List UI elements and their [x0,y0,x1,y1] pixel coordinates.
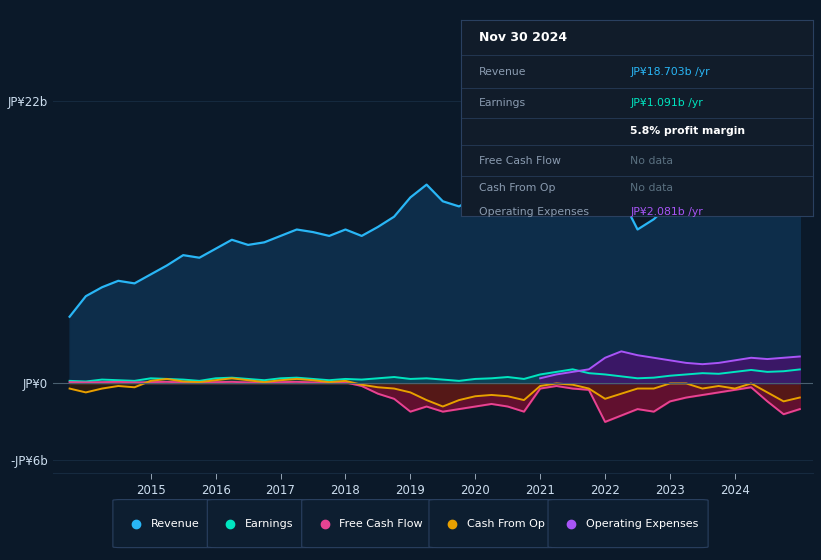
Text: Free Cash Flow: Free Cash Flow [340,519,423,529]
Text: JP¥2.081b /yr: JP¥2.081b /yr [630,207,703,217]
FancyBboxPatch shape [429,500,557,548]
Text: Cash From Op: Cash From Op [466,519,544,529]
Text: Earnings: Earnings [479,98,526,108]
Text: No data: No data [630,183,673,193]
Text: Cash From Op: Cash From Op [479,183,556,193]
FancyBboxPatch shape [112,500,215,548]
Text: JP¥18.703b /yr: JP¥18.703b /yr [630,67,709,77]
Text: No data: No data [630,156,673,166]
Text: 5.8% profit margin: 5.8% profit margin [630,127,745,136]
Text: Revenue: Revenue [479,67,526,77]
Text: Earnings: Earnings [245,519,294,529]
Text: Free Cash Flow: Free Cash Flow [479,156,561,166]
FancyBboxPatch shape [548,500,708,548]
Text: Nov 30 2024: Nov 30 2024 [479,31,567,44]
Text: Revenue: Revenue [150,519,200,529]
FancyBboxPatch shape [301,500,438,548]
FancyBboxPatch shape [207,500,310,548]
Text: Operating Expenses: Operating Expenses [479,207,589,217]
Text: JP¥1.091b /yr: JP¥1.091b /yr [630,98,703,108]
Text: Operating Expenses: Operating Expenses [586,519,698,529]
